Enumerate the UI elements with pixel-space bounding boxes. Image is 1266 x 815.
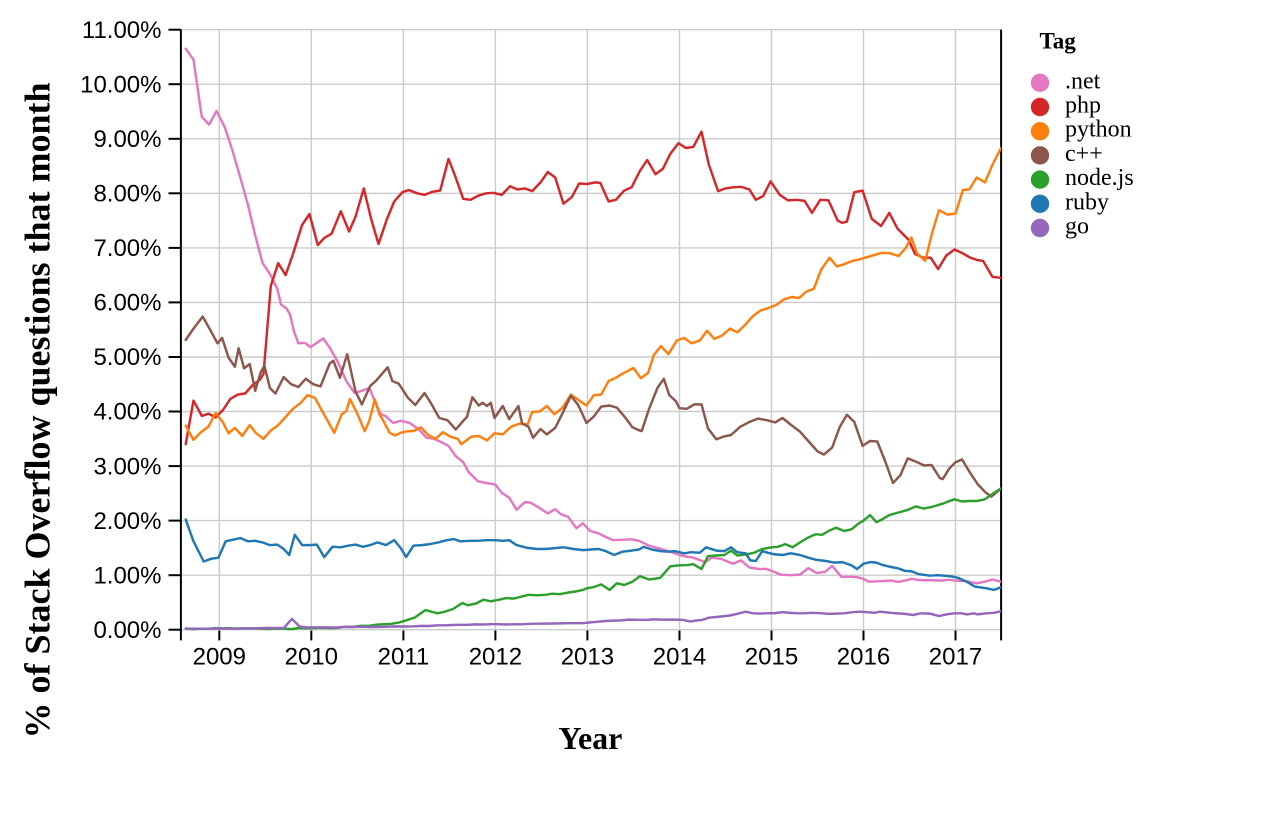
svg-text:2.00%: 2.00% [93, 508, 161, 535]
svg-text:Year: Year [558, 720, 622, 756]
svg-text:10.00%: 10.00% [80, 71, 161, 98]
svg-text:2010: 2010 [285, 643, 338, 670]
svg-text:2011: 2011 [378, 643, 430, 670]
svg-text:1.00%: 1.00% [93, 562, 161, 589]
svg-text:php: php [1065, 93, 1101, 119]
svg-text:% of Stack Overflow questions: % of Stack Overflow questions that month [18, 82, 58, 738]
svg-text:7.00%: 7.00% [93, 235, 161, 262]
svg-text:9.00%: 9.00% [93, 126, 161, 153]
svg-text:2009: 2009 [193, 643, 246, 670]
svg-text:go: go [1065, 214, 1089, 240]
svg-text:python: python [1065, 117, 1132, 143]
svg-text:node.js: node.js [1065, 165, 1134, 191]
svg-text:3.00%: 3.00% [93, 453, 161, 480]
svg-text:2015: 2015 [745, 643, 798, 670]
svg-text:Tag: Tag [1040, 29, 1077, 54]
svg-text:2012: 2012 [469, 643, 522, 670]
svg-text:.net: .net [1065, 68, 1101, 94]
svg-text:2017: 2017 [929, 643, 982, 670]
svg-text:8.00%: 8.00% [93, 181, 161, 208]
svg-text:11.00%: 11.00% [82, 17, 162, 44]
svg-text:2016: 2016 [837, 643, 890, 670]
svg-text:ruby: ruby [1065, 189, 1109, 215]
svg-text:2013: 2013 [561, 643, 614, 670]
svg-text:5.00%: 5.00% [93, 344, 161, 371]
svg-text:6.00%: 6.00% [93, 290, 161, 317]
svg-text:c++: c++ [1065, 141, 1103, 167]
svg-text:2014: 2014 [653, 643, 706, 670]
svg-text:0.00%: 0.00% [93, 617, 161, 644]
svg-text:4.00%: 4.00% [93, 399, 161, 426]
